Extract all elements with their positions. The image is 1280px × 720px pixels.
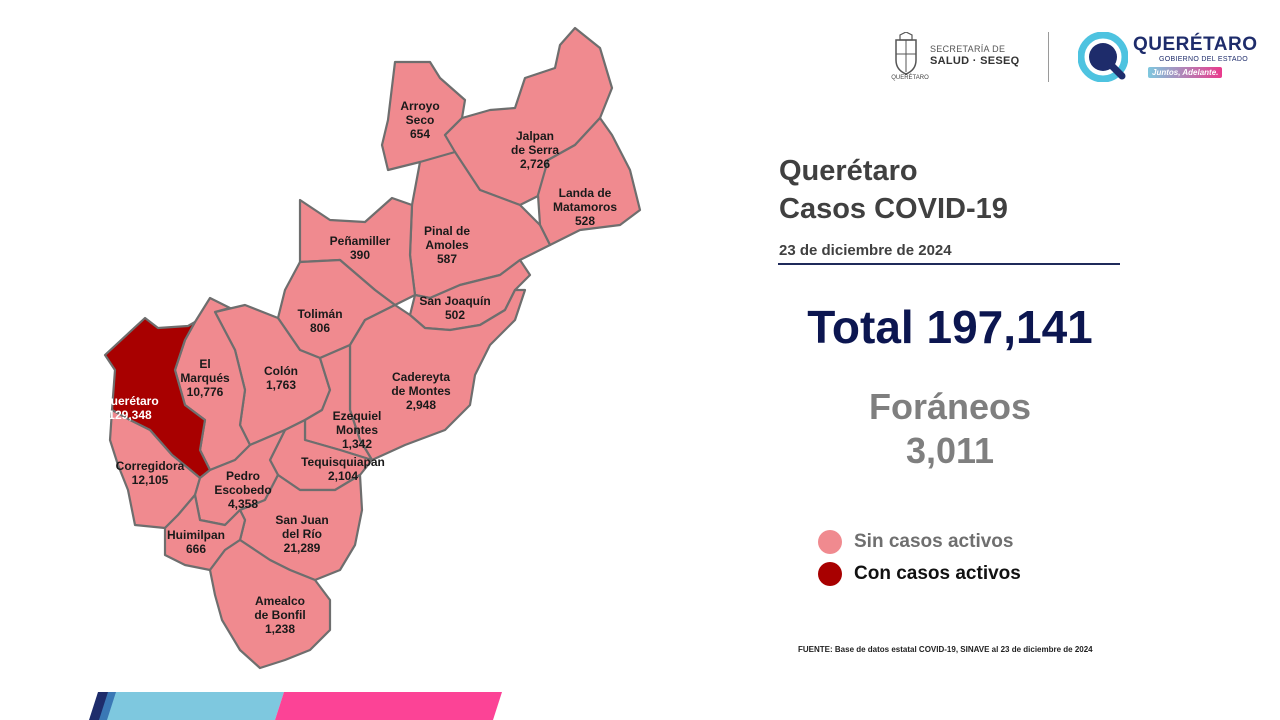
- region-landa-de-matamoros: [536, 116, 642, 247]
- logo-divider: [1048, 32, 1049, 82]
- map-labels: Arroyo Seco 654 Jalpan de Serra 2,726 Landa de…: [101, 99, 617, 636]
- region-amealco-de-bonfil: [208, 538, 332, 670]
- page-title: Querétaro Casos COVID-19: [779, 152, 1008, 228]
- foraneos-value: 3,011: [905, 430, 995, 471]
- title-line2: Casos COVID-19: [779, 193, 1008, 225]
- foraneos-label: Foráneos: [868, 386, 1032, 427]
- legend-item-active: Con casos activos: [818, 562, 1021, 586]
- legend-swatch-inactive: [818, 530, 842, 554]
- label-penamiller: Peñamiller 390: [330, 234, 391, 262]
- gov-name: QUERÉTARO: [1133, 34, 1258, 55]
- legend-label-active: Con casos activos: [854, 563, 1021, 584]
- report-date: 23 de diciembre de 2024: [779, 242, 952, 259]
- header-logos: QUERÉTARO SECRETARÍA DE SALUD · SESEQ QU…: [880, 28, 1257, 88]
- secretaria-line2: SALUD · SESEQ: [930, 55, 1020, 67]
- queretaro-municipalities-map: Arroyo Seco 654 Jalpan de Serra 2,726 Landa de…: [101, 26, 642, 670]
- label-pinal-de-amoles: Pinal de Amoles 587: [424, 224, 470, 266]
- total-cases: Total 197,141: [807, 301, 1093, 353]
- label-san-joaquin: San Joaquín 502: [419, 294, 490, 322]
- state-seal-icon: [895, 32, 917, 75]
- label-tequisquiapan: Tequisquiapan 2,104: [301, 455, 385, 483]
- legend-label-inactive: Sin casos activos: [854, 531, 1014, 552]
- label-pedro-escobedo: Pedro Escobedo 4,358: [214, 469, 271, 511]
- bottom-color-bar: [89, 692, 502, 720]
- region-huimilpan: [163, 493, 247, 572]
- date-divider: [778, 263, 1120, 265]
- label-arroyo-seco: Arroyo Seco 654: [400, 99, 439, 141]
- legend-item-inactive: Sin casos activos: [818, 530, 1013, 554]
- label-landa-de-matamoros: Landa de Matamoros 528: [553, 186, 617, 228]
- source-note: FUENTE: Base de datos estatal COVID-19, …: [798, 645, 1093, 654]
- queretaro-q-logo-icon: [1078, 32, 1128, 82]
- secretaria-line1: SECRETARÍA DE: [930, 44, 1006, 54]
- label-queretaro: Querétaro 129,348: [101, 394, 158, 422]
- label-huimilpan: Huimilpan 666: [167, 528, 225, 556]
- title-line1: Querétaro: [779, 155, 918, 187]
- label-san-juan-del-rio: San Juan del Río 21,289: [275, 513, 328, 555]
- label-colon: Colón 1,763: [264, 364, 298, 392]
- label-cadereyta-de-montes: Cadereyta de Montes 2,948: [391, 370, 451, 412]
- label-el-marques: El Marqués 10,776: [180, 357, 230, 399]
- gov-slogan: Juntos, Adelante.: [1148, 67, 1223, 78]
- label-amealco-de-bonfil: Amealco de Bonfil 1,238: [254, 594, 305, 636]
- gov-subtitle: GOBIERNO DEL ESTADO: [1159, 56, 1248, 63]
- legend-swatch-active: [818, 562, 842, 586]
- label-jalpan-de-serra: Jalpan de Serra 2,726: [511, 129, 559, 171]
- label-ezequiel-montes: Ezequiel Montes 1,342: [333, 409, 382, 451]
- label-corregidora: Corregidora 12,105: [116, 459, 185, 487]
- label-toliman: Tolimán 806: [297, 307, 342, 335]
- map-regions: [103, 26, 642, 670]
- seal-caption: QUERÉTARO: [891, 75, 929, 81]
